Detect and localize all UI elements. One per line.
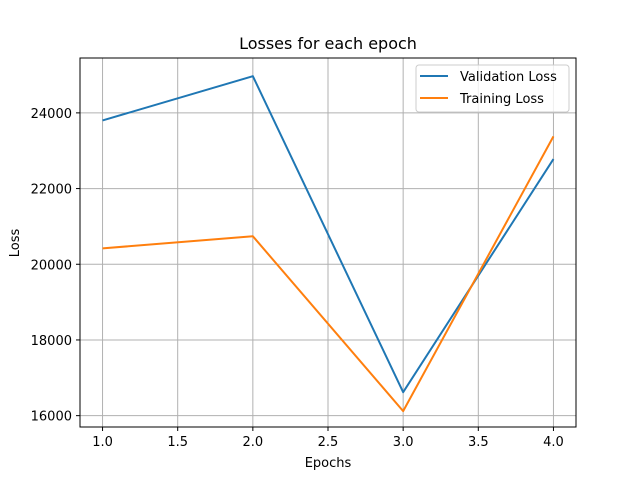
x-tick-label: 2.5 [318, 435, 339, 450]
y-tick-label: 22000 [31, 183, 72, 198]
axis-ticks: 1.0 1.5 2.0 2.5 3.0 3.5 4.0 16000 18000 20000 2200… [31, 107, 564, 450]
legend-box [415, 64, 570, 113]
legend: Validation Loss Training Loss [415, 64, 570, 113]
chart-title: Losses for each epoch [239, 34, 417, 53]
x-axis-label: Epochs [305, 456, 352, 471]
grid [80, 58, 576, 427]
y-axis-label: Loss [8, 229, 23, 258]
y-tick-label: 16000 [31, 410, 72, 425]
x-tick-label: 3.0 [393, 435, 414, 450]
legend-label-1: Training Loss [459, 92, 544, 107]
y-tick-label: 24000 [31, 107, 72, 122]
x-tick-label: 1.5 [167, 435, 188, 450]
series-lines [102, 75, 555, 413]
x-tick-label: 3.5 [468, 435, 489, 450]
y-tick-label: 18000 [31, 334, 72, 349]
x-tick-label: 4.0 [543, 435, 564, 450]
series-line-1 [102, 135, 555, 413]
legend-label-0: Validation Loss [460, 70, 557, 85]
y-tick-label: 20000 [31, 258, 72, 273]
x-tick-label: 2.0 [243, 435, 264, 450]
x-tick-label: 1.0 [92, 435, 113, 450]
